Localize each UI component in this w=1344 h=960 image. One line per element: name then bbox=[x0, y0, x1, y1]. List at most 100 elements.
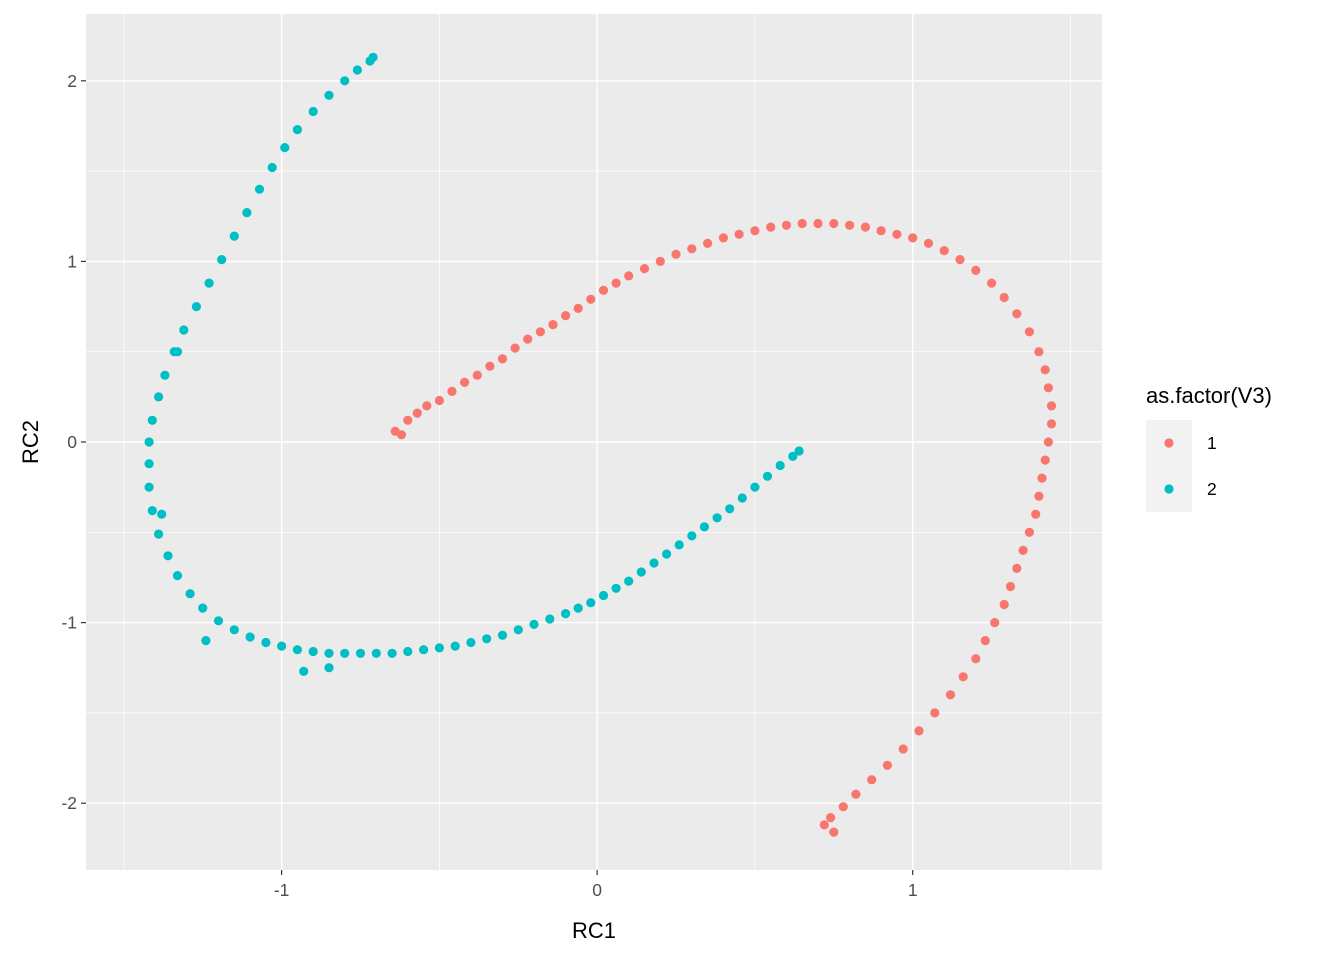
y-axis-ticks: -2 -1 0 1 2 bbox=[61, 71, 86, 813]
data-point-series-2 bbox=[712, 513, 722, 523]
data-point-series-1 bbox=[999, 292, 1009, 303]
legend-key-2 bbox=[1164, 484, 1174, 494]
data-point-series-1 bbox=[624, 271, 634, 281]
data-point-series-2 bbox=[299, 666, 309, 677]
data-point-series-2 bbox=[191, 302, 201, 312]
data-point-series-1 bbox=[930, 708, 940, 718]
data-point-series-2 bbox=[450, 641, 460, 651]
y-tick-label: 1 bbox=[67, 251, 77, 271]
data-point-series-1 bbox=[687, 244, 697, 254]
data-point-series-1 bbox=[523, 334, 533, 344]
data-point-series-1 bbox=[914, 726, 924, 736]
data-point-series-1 bbox=[826, 813, 836, 823]
data-point-series-2 bbox=[213, 616, 224, 626]
x-axis-ticks: -1 0 1 bbox=[274, 870, 918, 900]
data-point-series-1 bbox=[611, 278, 621, 288]
data-point-series-2 bbox=[529, 619, 539, 630]
x-tick-label: 1 bbox=[908, 880, 918, 900]
data-point-series-2 bbox=[324, 648, 334, 658]
data-point-series-2 bbox=[725, 504, 735, 514]
data-point-series-1 bbox=[750, 226, 760, 236]
data-point-series-2 bbox=[172, 347, 183, 357]
data-point-series-2 bbox=[172, 571, 183, 581]
data-point-series-1 bbox=[945, 690, 956, 700]
data-point-series-2 bbox=[466, 637, 476, 648]
data-point-series-2 bbox=[699, 522, 710, 532]
data-point-series-2 bbox=[794, 446, 804, 456]
y-tick-label: 0 bbox=[67, 432, 77, 452]
data-point-series-2 bbox=[261, 637, 271, 648]
data-point-series-2 bbox=[513, 625, 523, 635]
data-point-series-2 bbox=[267, 162, 277, 173]
data-point-series-1 bbox=[412, 408, 422, 418]
data-point-series-1 bbox=[718, 233, 729, 243]
x-tick-label: -1 bbox=[274, 880, 290, 900]
data-point-series-1 bbox=[867, 775, 877, 785]
y-tick-label: 2 bbox=[67, 71, 77, 91]
data-point-series-2 bbox=[217, 255, 227, 265]
data-point-series-2 bbox=[624, 576, 634, 586]
data-point-series-2 bbox=[497, 630, 508, 640]
legend-key-1 bbox=[1164, 438, 1174, 448]
data-point-series-1 bbox=[892, 229, 902, 239]
data-point-series-1 bbox=[1024, 327, 1034, 337]
data-point-series-2 bbox=[355, 648, 366, 658]
data-point-series-2 bbox=[788, 451, 798, 461]
data-point-series-2 bbox=[561, 609, 571, 619]
data-point-series-1 bbox=[813, 218, 823, 229]
data-point-series-1 bbox=[485, 361, 495, 371]
data-point-series-2 bbox=[292, 645, 302, 655]
data-point-series-1 bbox=[655, 256, 665, 266]
major-gridlines bbox=[86, 14, 1102, 870]
data-point-series-1 bbox=[1034, 491, 1044, 501]
data-point-series-1 bbox=[829, 218, 839, 229]
data-point-series-1 bbox=[586, 294, 596, 304]
data-point-series-2 bbox=[292, 125, 302, 135]
data-point-series-1 bbox=[548, 320, 558, 330]
legend-title: as.factor(V3) bbox=[1146, 383, 1272, 408]
data-point-series-2 bbox=[242, 208, 252, 218]
data-point-series-2 bbox=[352, 65, 362, 75]
data-point-series-1 bbox=[838, 802, 848, 812]
data-point-series-1 bbox=[1031, 509, 1041, 519]
data-point-series-1 bbox=[460, 377, 470, 387]
data-point-series-2 bbox=[144, 482, 154, 492]
data-point-series-2 bbox=[775, 460, 785, 471]
data-point-series-2 bbox=[662, 549, 672, 559]
data-point-series-2 bbox=[750, 482, 760, 492]
data-point-series-1 bbox=[845, 220, 855, 230]
data-point-series-2 bbox=[179, 325, 189, 335]
x-tick-label: 0 bbox=[592, 880, 602, 900]
data-point-series-2 bbox=[280, 143, 290, 153]
data-point-series-1 bbox=[434, 395, 444, 406]
data-point-series-1 bbox=[990, 618, 1000, 628]
data-point-series-1 bbox=[1024, 527, 1034, 537]
legend-label-1: 1 bbox=[1207, 433, 1217, 453]
legend-label-2: 2 bbox=[1207, 479, 1217, 499]
data-point-series-1 bbox=[1046, 419, 1057, 429]
data-point-series-2 bbox=[611, 583, 621, 593]
data-point-series-1 bbox=[980, 636, 990, 646]
data-point-series-1 bbox=[671, 249, 681, 259]
data-point-series-1 bbox=[703, 238, 713, 248]
data-point-series-2 bbox=[163, 551, 173, 561]
data-point-series-1 bbox=[1018, 545, 1028, 556]
y-axis-title: RC2 bbox=[18, 420, 43, 464]
data-point-series-2 bbox=[147, 506, 157, 516]
data-point-series-2 bbox=[147, 415, 157, 425]
data-point-series-1 bbox=[1040, 455, 1050, 465]
y-tick-label: -2 bbox=[61, 793, 77, 813]
data-point-series-2 bbox=[762, 471, 773, 481]
data-point-series-1 bbox=[1043, 437, 1053, 447]
data-point-series-2 bbox=[737, 493, 747, 503]
data-point-series-1 bbox=[819, 820, 829, 830]
data-point-series-2 bbox=[245, 632, 255, 642]
data-point-series-2 bbox=[308, 646, 318, 657]
data-point-series-1 bbox=[510, 343, 520, 353]
data-point-series-2 bbox=[277, 641, 287, 651]
data-point-series-2 bbox=[198, 603, 208, 613]
data-point-series-1 bbox=[971, 265, 981, 275]
data-point-series-2 bbox=[185, 589, 195, 599]
data-point-series-2 bbox=[545, 614, 555, 624]
